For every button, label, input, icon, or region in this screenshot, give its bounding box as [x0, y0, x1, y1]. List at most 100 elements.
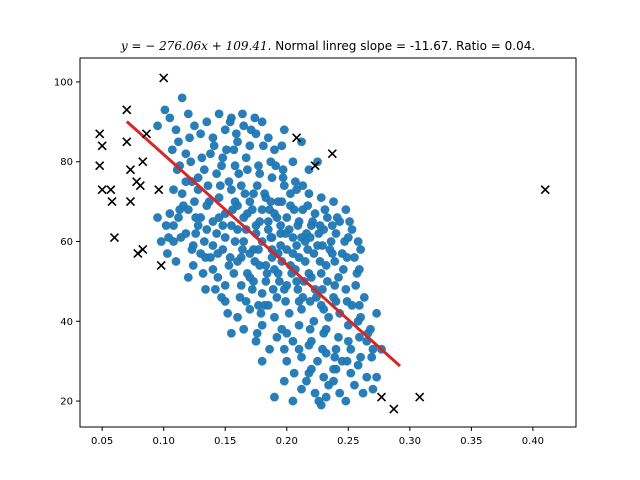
outlier-marker [292, 133, 302, 143]
scatter-point [247, 284, 257, 294]
scatter-point [316, 193, 326, 203]
scatter-point [177, 93, 187, 103]
scatter-point [353, 237, 363, 246]
scatter-point [251, 336, 261, 346]
scatter-point [201, 253, 210, 262]
scatter-point [274, 276, 284, 286]
scatter-point [267, 173, 277, 183]
scatter-point [294, 344, 304, 354]
scatter-point [305, 296, 315, 306]
scatter-point [319, 372, 329, 382]
scatter-point [302, 376, 311, 386]
scatter-point [294, 296, 304, 306]
scatter-point [372, 372, 382, 382]
scatter-point [230, 237, 240, 246]
scatter-point [181, 177, 191, 187]
outlier-marker [122, 137, 132, 147]
scatter-point [277, 197, 287, 207]
x-tick-label: 0.05 [91, 436, 113, 447]
outlier-marker [125, 165, 136, 175]
scatter-point [164, 233, 174, 242]
scatter-point [322, 213, 332, 222]
outlier-marker-stroke [327, 149, 337, 159]
scatter-point [277, 141, 287, 151]
scatter-point [246, 125, 256, 135]
scatter-point [354, 300, 364, 310]
scatter-point [284, 308, 294, 318]
outlier-marker-stroke [138, 244, 148, 255]
outlier-marker [125, 197, 136, 207]
scatter-point [279, 181, 289, 191]
scatter-point [258, 141, 268, 151]
scatter-point [327, 249, 337, 258]
scatter-point [354, 265, 364, 274]
scatter-point [330, 257, 340, 266]
x-tick-label: 0.25 [337, 436, 359, 447]
outlier-marker-stroke [138, 157, 148, 167]
scatter-point [257, 356, 267, 366]
scatter-point [289, 368, 299, 378]
scatter-point [238, 109, 247, 119]
scatter-point [156, 237, 166, 246]
scatter-point [330, 352, 340, 362]
x-tick-label: 0.30 [399, 436, 421, 447]
scatter-point [202, 225, 212, 234]
scatter-point [322, 276, 332, 286]
chart-title-text: . Normal linreg slope = -11.67. Ratio = … [268, 39, 536, 53]
scatter-point [304, 340, 314, 350]
outlier-marker [106, 185, 116, 195]
outlier-marker-stroke [122, 105, 132, 115]
scatter-point [362, 372, 372, 382]
scatter-point [257, 205, 267, 214]
scatter-point [327, 221, 337, 230]
outlier-markers [95, 73, 550, 414]
scatter-point [196, 129, 206, 139]
outlier-marker-stroke [389, 404, 399, 414]
outlier-marker [540, 185, 550, 195]
scatter-point [320, 205, 330, 214]
outlier-marker-stroke [125, 197, 136, 207]
scatter-point [257, 288, 267, 298]
scatter-point [176, 233, 186, 242]
scatter-point [214, 109, 224, 119]
scatter-point [223, 308, 233, 318]
x-tick-label: 0.40 [522, 436, 544, 447]
scatter-point [353, 360, 363, 370]
outlier-marker [310, 161, 320, 171]
scatter-point [278, 165, 288, 175]
scatter-point [303, 201, 313, 211]
scatter-point [257, 320, 267, 330]
scatter-point [294, 253, 304, 262]
scatter-point [293, 221, 303, 230]
regression-line [125, 120, 402, 368]
scatter-point [199, 237, 209, 246]
scatter-point [250, 257, 260, 266]
scatter-point [288, 233, 298, 242]
scatter-point [236, 280, 246, 290]
x-tick-label: 0.15 [214, 436, 236, 447]
scatter-point [245, 141, 255, 151]
scatter-point [213, 249, 223, 258]
outlier-marker [376, 392, 387, 402]
scatter-point [282, 356, 292, 366]
scatter-point [330, 280, 340, 290]
scatter-point [249, 276, 258, 286]
scatter-point [351, 280, 361, 290]
scatter-point [347, 225, 357, 234]
scatter-point [252, 328, 262, 338]
outlier-marker-stroke [122, 137, 132, 147]
outlier-marker [141, 129, 152, 139]
scatter-point [214, 213, 224, 222]
scatter-point [335, 388, 345, 398]
scatter-point [261, 261, 271, 270]
scatter-point [332, 213, 342, 222]
outlier-marker [156, 260, 166, 271]
scatter-point [249, 189, 258, 199]
scatter-point [210, 284, 220, 294]
scatter-point [190, 121, 199, 131]
scatter-point [225, 117, 235, 127]
scatter-point [260, 300, 270, 310]
scatter-point [265, 205, 274, 214]
scatter-point [305, 324, 315, 334]
